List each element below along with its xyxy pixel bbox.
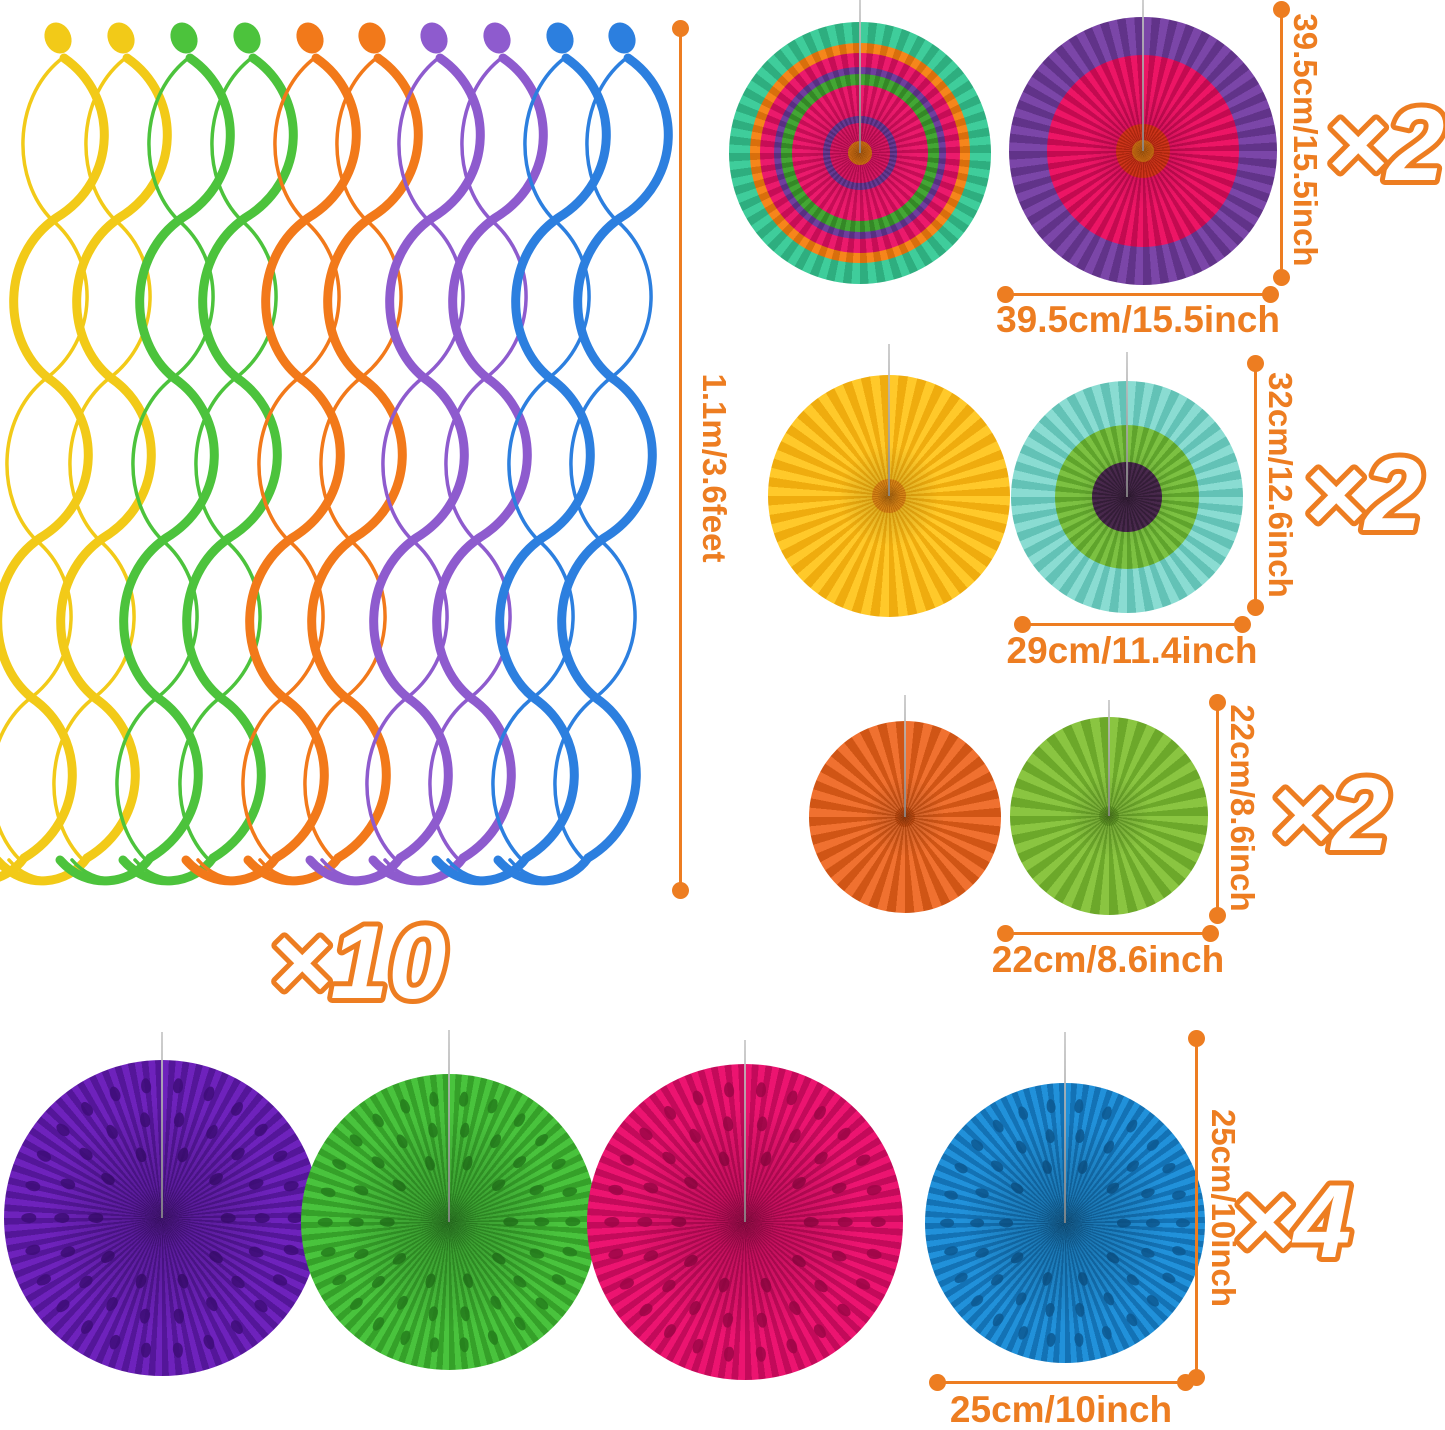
swirl-ribbon-front [431, 53, 611, 886]
swirl-ribbon-back [133, 58, 278, 881]
hanging-swirl [181, 22, 361, 886]
hanging-string [744, 1040, 746, 1222]
swirl-top-blob [358, 22, 386, 54]
dim-endpoint-dot [1201, 924, 1219, 942]
hanging-swirl [305, 22, 485, 886]
count-badge-swirls: ×10 [265, 900, 451, 1026]
swirl-ribbon-front [118, 53, 298, 886]
count-badge-honeycomb-fans: ×4 [1228, 1159, 1357, 1285]
hanging-swirl [118, 22, 298, 886]
swirl-ribbon-back [196, 58, 341, 881]
dim-endpoint-dot [1208, 693, 1226, 711]
dim-endpoint-dot [1013, 615, 1031, 633]
swirl-ribbon-back [508, 58, 653, 881]
dimension-label-medium-fan-width: 29cm/11.4inch [1006, 630, 1258, 671]
swirl-ribbon-back [70, 58, 215, 881]
swirl-top-blob [608, 22, 636, 54]
count-badge-large-fans: ×2 [1321, 82, 1445, 208]
count-badge-text: ×4 [1233, 1164, 1352, 1280]
hanging-string [161, 1032, 163, 1218]
dim-endpoint-dot [671, 19, 689, 37]
hanging-swirl [368, 22, 548, 886]
hanging-swirl [493, 22, 673, 886]
swirl-ribbon-front [368, 53, 548, 886]
dim-endpoint-dot [1272, 268, 1290, 286]
swirl-top-blob [233, 22, 261, 54]
dim-endpoint-dot [1261, 285, 1279, 303]
swirl-top-blob [107, 22, 135, 54]
dim-endpoint-dot [1233, 615, 1251, 633]
dim-line-small-fan-width [1005, 931, 1210, 935]
dim-line-honeycomb-fan-width [937, 1380, 1185, 1384]
dim-line-honeycomb-fan-height [1194, 1038, 1198, 1377]
hanging-string [1142, 0, 1144, 151]
dimension-label-honeycomb-fan-width: 25cm/10inch [949, 1389, 1173, 1430]
swirl-top-blob [296, 22, 324, 54]
swirl-ribbon-front [493, 53, 673, 886]
hanging-string [888, 344, 890, 496]
dimension-label-large-fan-width: 39.5cm/15.5inch [996, 299, 1280, 340]
swirl-top-blob [483, 22, 511, 54]
dim-endpoint-dot [671, 881, 689, 899]
swirl-ribbon-back [446, 58, 591, 881]
swirl-ribbon-front [0, 53, 172, 886]
swirl-ribbon-front [55, 53, 235, 886]
swirl-top-blob [546, 22, 574, 54]
swirl-ribbon-front [181, 53, 361, 886]
dim-endpoint-dot [1176, 1373, 1194, 1391]
dim-endpoint-dot [1187, 1029, 1205, 1047]
hanging-string [904, 695, 906, 817]
swirl-top-blob [44, 22, 72, 54]
dim-endpoint-dot [1246, 598, 1264, 616]
swirl-ribbon-front [0, 53, 109, 882]
dimension-label-swirl-height: 1.1m/3.6feet [696, 373, 733, 563]
dim-line-medium-fan-height [1253, 363, 1257, 607]
swirl-ribbon-back [383, 58, 528, 881]
swirl-ribbon-back [258, 58, 403, 881]
count-badge-text: ×2 [1271, 757, 1390, 873]
dim-line-small-fan-height [1215, 702, 1219, 915]
swirl-ribbon-front [305, 53, 485, 886]
hanging-string [448, 1030, 450, 1222]
hanging-string [1126, 352, 1128, 497]
swirl-ribbon-back [0, 58, 89, 878]
hanging-swirl [0, 22, 109, 882]
dim-endpoint-dot [1208, 906, 1226, 924]
dim-endpoint-dot [928, 1373, 946, 1391]
count-badge-text: ×2 [1304, 437, 1423, 553]
hanging-swirl [431, 22, 611, 886]
dim-endpoint-dot [1272, 0, 1290, 18]
hanging-string [1108, 700, 1110, 816]
dim-endpoint-dot [996, 924, 1014, 942]
hanging-swirl [0, 22, 172, 886]
dim-line-large-fan-height [1279, 9, 1283, 277]
hanging-string [859, 0, 861, 153]
dim-line-large-fan-width [1005, 292, 1270, 296]
dim-endpoint-dot [1246, 354, 1264, 372]
swirl-top-blob [170, 22, 198, 54]
count-badge-small-fans: ×2 [1266, 752, 1395, 878]
swirl-ribbon-back [7, 58, 152, 881]
swirl-ribbon-back [320, 58, 465, 881]
dimension-label-small-fan-width: 22cm/8.6inch [991, 939, 1225, 980]
hanging-swirl [55, 22, 235, 886]
swirl-ribbon-front [243, 53, 423, 886]
dim-line-swirl-height [678, 28, 682, 890]
count-badge-medium-fans: ×2 [1299, 432, 1428, 558]
count-badge-text: ×10 [270, 905, 446, 1021]
hanging-string [1064, 1032, 1066, 1223]
dim-line-medium-fan-width [1022, 622, 1242, 626]
dim-endpoint-dot [996, 285, 1014, 303]
swirls-canvas [0, 22, 673, 886]
count-badge-text: ×2 [1326, 87, 1445, 203]
hanging-swirl [243, 22, 423, 886]
swirl-top-blob [420, 22, 448, 54]
